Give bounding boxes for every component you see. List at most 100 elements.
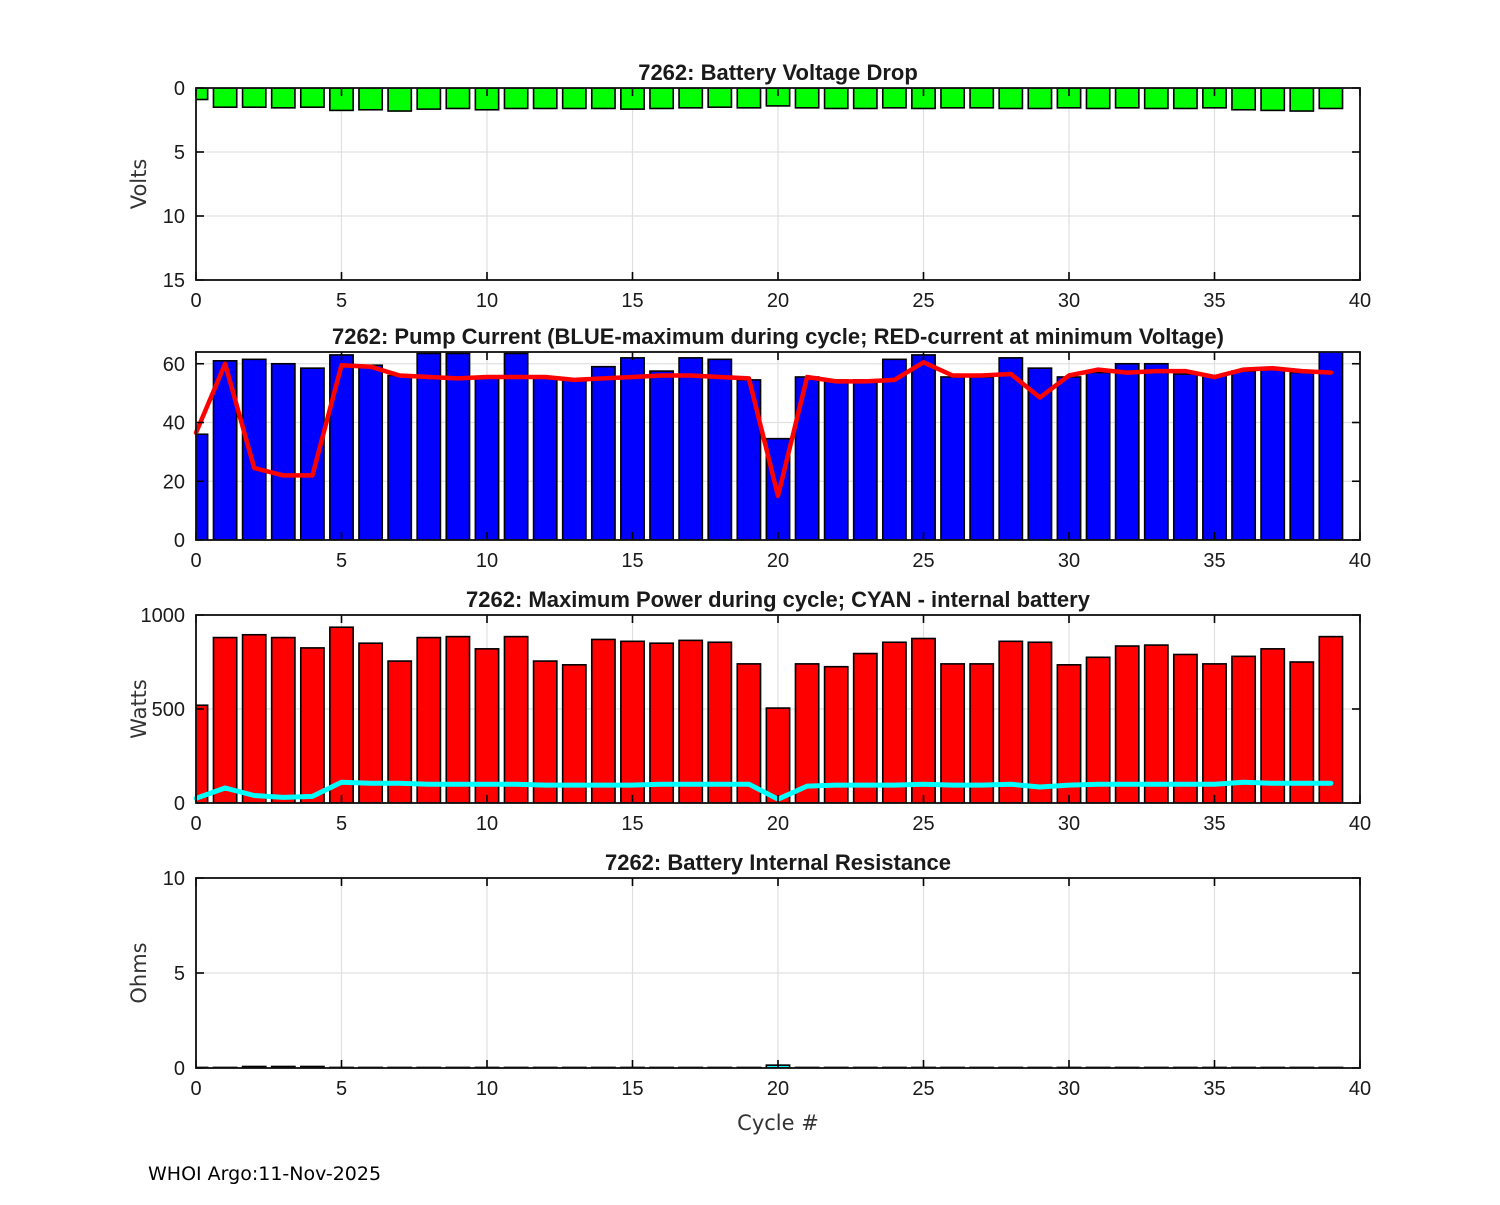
axes-frame <box>195 877 1361 1069</box>
voltage-drop-bar <box>969 88 995 109</box>
max-current-bar <box>503 352 529 540</box>
max-power-bar <box>1056 664 1082 803</box>
chart-title: 7262: Pump Current (BLUE-maximum during … <box>332 324 1224 349</box>
max-power-bar <box>241 633 267 803</box>
max-current-bar <box>1231 370 1257 540</box>
voltage-drop-bar <box>1202 88 1227 109</box>
max-power-bar <box>649 642 675 803</box>
x-tick-label: 10 <box>476 290 498 312</box>
voltage-drop-bar <box>561 88 587 110</box>
max-current-bar <box>1085 371 1111 540</box>
y-tick-label: 0 <box>174 530 185 552</box>
max-current-bar <box>1289 371 1315 540</box>
max-power-bar <box>503 635 529 803</box>
axes-frame <box>195 351 1361 541</box>
chart-title: 7262: Maximum Power during cycle; CYAN -… <box>466 587 1091 612</box>
x-tick-label: 30 <box>1058 813 1080 835</box>
max-current-bar <box>474 376 500 540</box>
voltage-drop-bar <box>299 88 325 109</box>
voltage-drop-bar <box>532 88 558 110</box>
y-tick-label: 1000 <box>141 605 186 627</box>
voltage-drop-bar <box>620 88 645 110</box>
x-tick-label: 5 <box>336 1078 347 1100</box>
y-axis-label: Volts <box>127 159 151 210</box>
voltage-drop-bar <box>1085 88 1111 110</box>
max-current-bar <box>620 357 645 540</box>
x-tick-label: 40 <box>1349 290 1371 312</box>
voltage-drop-bar <box>940 88 966 109</box>
voltage-drop-bar <box>823 88 849 110</box>
x-axis-label: Cycle # <box>737 1111 819 1135</box>
voltage-drop-bar <box>736 88 762 109</box>
max-power-bar <box>707 641 733 803</box>
voltage-drop-bar <box>212 88 238 109</box>
chart-title: 7262: Battery Voltage Drop <box>638 60 918 85</box>
voltage-drop-bar <box>1027 88 1053 110</box>
max-power-bar <box>329 626 354 803</box>
max-current-bar <box>649 370 675 540</box>
voltage-drop-bar <box>590 88 616 110</box>
max-current-bar <box>1260 368 1286 540</box>
y-tick-label: 60 <box>163 354 185 376</box>
max-power-bar <box>1027 641 1053 803</box>
max-current-bar <box>1318 352 1344 540</box>
max-power-bar <box>940 663 966 803</box>
x-tick-label: 20 <box>767 1078 789 1100</box>
voltage-drop-bar <box>881 88 907 109</box>
axes-frame <box>195 614 1361 804</box>
y-tick-label: 10 <box>163 206 185 228</box>
max-power-bar <box>387 660 413 803</box>
max-current-bar <box>532 376 558 540</box>
voltage-drop-bar <box>1172 88 1198 110</box>
max-current-bar <box>678 357 704 540</box>
max-power-bar <box>678 639 704 803</box>
voltage-drop-bar <box>503 88 529 110</box>
x-tick-label: 0 <box>190 813 201 835</box>
max-power-bar <box>794 663 820 803</box>
chart-max-power: 7262: Maximum Power during cycle; CYAN -… <box>127 587 1371 835</box>
x-tick-label: 25 <box>912 550 934 572</box>
x-tick-label: 5 <box>336 550 347 572</box>
x-tick-label: 10 <box>476 813 498 835</box>
voltage-drop-bar <box>794 88 820 109</box>
voltage-drop-bar <box>474 88 500 111</box>
voltage-drop-bar <box>416 88 442 110</box>
y-tick-label: 0 <box>174 1058 185 1080</box>
max-power-bar <box>212 636 238 803</box>
x-tick-label: 20 <box>767 290 789 312</box>
x-tick-label: 15 <box>621 813 643 835</box>
y-tick-label: 500 <box>152 699 185 721</box>
max-power-bar <box>299 647 325 803</box>
max-power-bar <box>852 652 878 803</box>
max-current-bar <box>881 358 907 540</box>
voltage-drop-bar <box>241 88 267 109</box>
max-current-bar <box>852 379 878 540</box>
max-power-bar <box>270 636 296 803</box>
max-power-bar <box>445 635 471 803</box>
max-power-bar <box>1085 656 1111 803</box>
max-current-bar <box>998 357 1024 540</box>
max-current-bar <box>561 379 587 540</box>
voltage-drop-bar <box>1143 88 1169 110</box>
x-tick-label: 0 <box>190 550 201 572</box>
x-tick-label: 5 <box>336 290 347 312</box>
max-power-bar <box>590 638 616 803</box>
max-power-bar <box>1289 661 1315 803</box>
voltage-drop-bar <box>1289 88 1315 112</box>
voltage-drop-bar <box>1260 88 1286 112</box>
y-tick-label: 0 <box>174 793 185 815</box>
x-tick-label: 20 <box>767 550 789 572</box>
max-power-bar <box>736 663 762 803</box>
voltage-drop-bar <box>445 88 471 110</box>
x-tick-label: 15 <box>621 550 643 572</box>
x-tick-label: 0 <box>190 290 201 312</box>
x-tick-label: 5 <box>336 813 347 835</box>
x-tick-label: 20 <box>767 813 789 835</box>
y-tick-label: 15 <box>163 270 185 292</box>
voltage-drop-bar <box>1231 88 1257 111</box>
max-current-bar <box>329 354 354 540</box>
voltage-drop-bar <box>649 88 675 110</box>
max-current-bar <box>1143 362 1169 540</box>
max-current-bar <box>1056 376 1082 540</box>
